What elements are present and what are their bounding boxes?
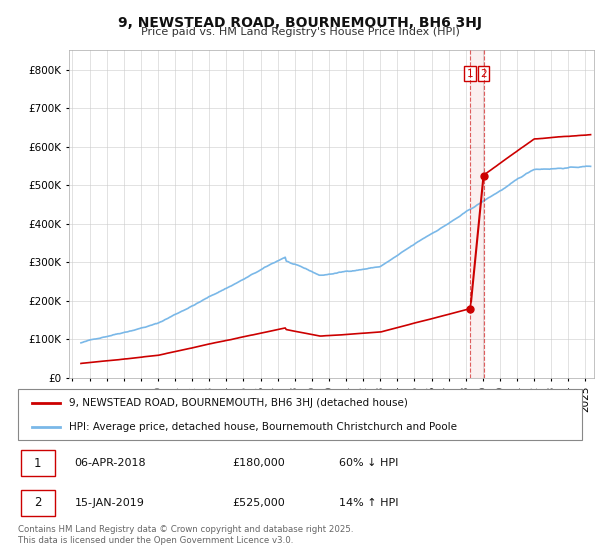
Text: 60% ↓ HPI: 60% ↓ HPI xyxy=(340,459,399,468)
FancyBboxPatch shape xyxy=(21,450,55,477)
Text: 06-APR-2018: 06-APR-2018 xyxy=(74,459,146,468)
Text: £525,000: £525,000 xyxy=(232,498,285,507)
Text: 9, NEWSTEAD ROAD, BOURNEMOUTH, BH6 3HJ (detached house): 9, NEWSTEAD ROAD, BOURNEMOUTH, BH6 3HJ (… xyxy=(69,398,407,408)
Text: 15-JAN-2019: 15-JAN-2019 xyxy=(74,498,144,507)
Text: 9, NEWSTEAD ROAD, BOURNEMOUTH, BH6 3HJ: 9, NEWSTEAD ROAD, BOURNEMOUTH, BH6 3HJ xyxy=(118,16,482,30)
FancyBboxPatch shape xyxy=(18,389,582,440)
FancyBboxPatch shape xyxy=(21,489,55,516)
Text: 1: 1 xyxy=(467,68,473,78)
Text: Contains HM Land Registry data © Crown copyright and database right 2025.
This d: Contains HM Land Registry data © Crown c… xyxy=(18,525,353,545)
Text: £180,000: £180,000 xyxy=(232,459,285,468)
Text: 1: 1 xyxy=(34,457,41,470)
Bar xyxy=(470,50,484,378)
Text: 14% ↑ HPI: 14% ↑ HPI xyxy=(340,498,399,507)
Text: 2: 2 xyxy=(34,496,41,509)
Text: HPI: Average price, detached house, Bournemouth Christchurch and Poole: HPI: Average price, detached house, Bour… xyxy=(69,422,457,432)
Text: Price paid vs. HM Land Registry's House Price Index (HPI): Price paid vs. HM Land Registry's House … xyxy=(140,27,460,37)
Text: 2: 2 xyxy=(480,68,487,78)
